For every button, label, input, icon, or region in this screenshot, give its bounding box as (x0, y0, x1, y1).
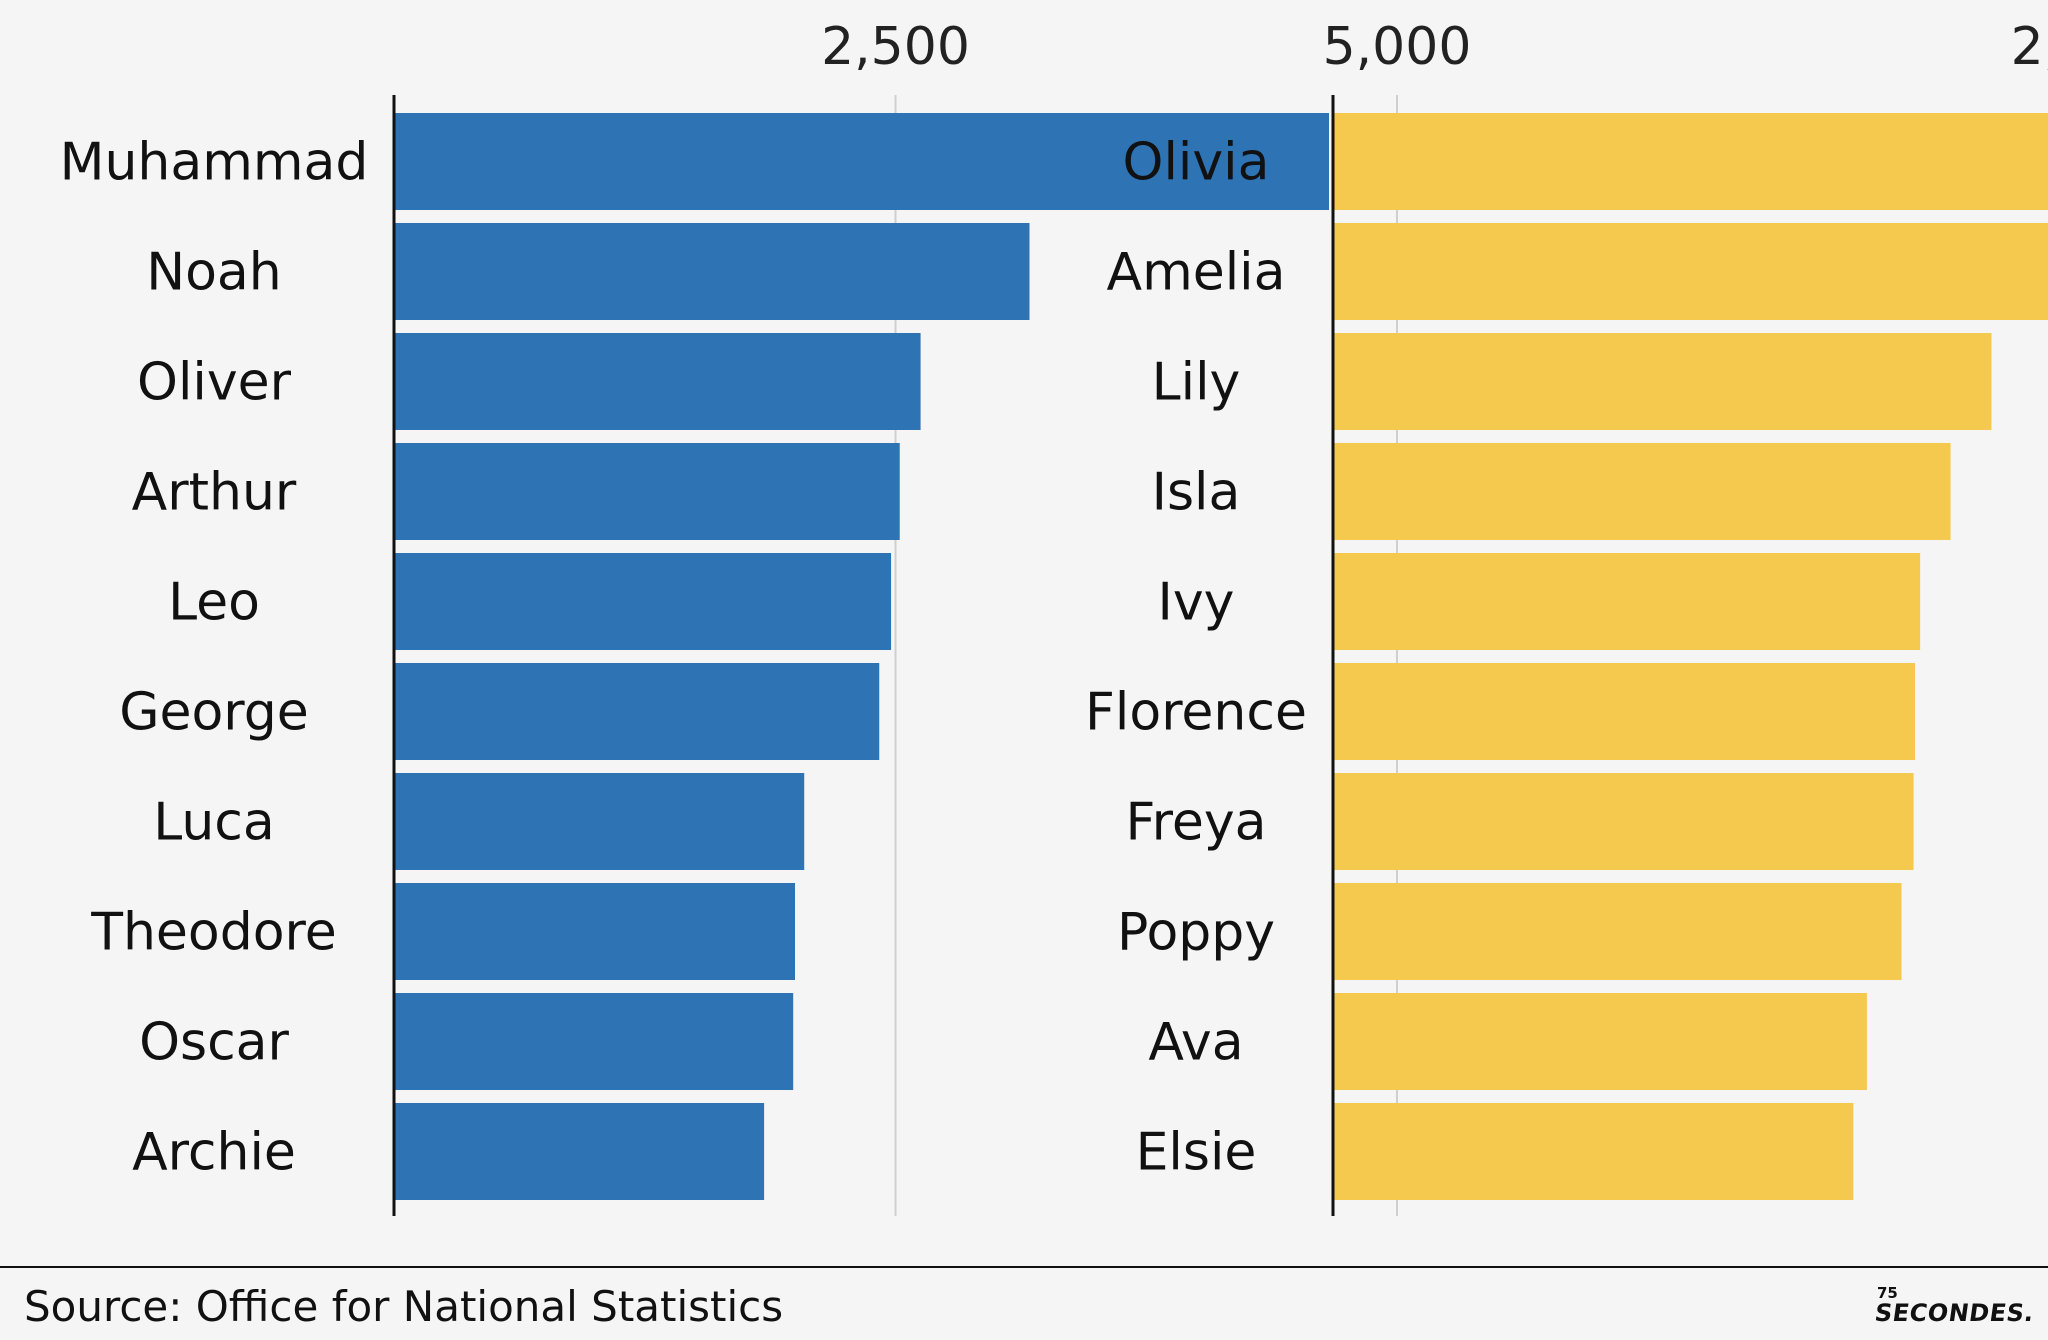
girls-category-label: Poppy (1117, 903, 1275, 963)
girls-bar (1333, 333, 1992, 430)
girls-category-label: Florence (1085, 683, 1307, 743)
logo-word: SECONDES. (1873, 1299, 2036, 1327)
girls-category-label: Isla (1152, 463, 1241, 523)
boys-chart: 2,500 5,000 Muhammad Noah Oliver Arthur Leo Geo… (60, 17, 1472, 1216)
boys-category-label: George (119, 683, 309, 743)
girls-bar (1333, 443, 1951, 540)
boys-category-label: Noah (146, 243, 282, 303)
girls-bar (1333, 113, 2048, 210)
girls-bar (1333, 883, 1902, 980)
girls-bar (1333, 663, 1916, 760)
boys-bar (394, 113, 1329, 210)
boys-bar (394, 1103, 765, 1200)
boys-category-label: Theodore (90, 903, 337, 963)
girls-category-label: Lily (1152, 353, 1241, 413)
logo-number: 75 (1877, 1284, 1898, 1302)
girls-bar (1333, 773, 1914, 870)
girls-bar (1333, 223, 2048, 320)
boys-tick-label: 5,000 (1323, 17, 1472, 77)
boys-bar (394, 223, 1030, 320)
girls-category-label: Ivy (1158, 573, 1235, 633)
footer: Source: Office for National Statistics 7… (0, 1266, 2048, 1340)
source-note: Source: Office for National Statistics (24, 1282, 784, 1331)
boys-category-label: Muhammad (60, 133, 369, 193)
girls-category-label: Freya (1126, 793, 1267, 853)
girls-bar (1333, 553, 1921, 650)
girls-category-label: Elsie (1136, 1123, 1257, 1183)
boys-bar (394, 333, 921, 430)
boys-bar (394, 993, 794, 1090)
girls-category-label: Ava (1148, 1013, 1243, 1073)
boys-category-label: Leo (168, 573, 260, 633)
girls-category-label: Olivia (1123, 133, 1270, 193)
boys-category-label: Arthur (132, 463, 297, 523)
girls-bar (1333, 1103, 1854, 1200)
boys-bar (394, 443, 900, 540)
boys-category-label: Oliver (137, 353, 292, 413)
boys-bar (394, 773, 805, 870)
boys-tick-label: 2,500 (821, 17, 970, 77)
girls-category-label: Amelia (1107, 243, 1286, 303)
boys-bar (394, 663, 880, 760)
boys-bar (394, 553, 892, 650)
boys-bar (394, 883, 795, 980)
girls-tick-label: 2,500 (2011, 17, 2048, 77)
brand-logo: 75 SECONDES. (1873, 1284, 2036, 1328)
girls-bar (1333, 993, 1867, 1090)
boys-category-label: Luca (153, 793, 274, 853)
boys-category-label: Archie (132, 1123, 296, 1183)
girls-chart: 2,500 5,000 Olivia Amelia Lily Isla Ivy Florenc… (1085, 17, 2048, 1216)
boys-category-label: Oscar (139, 1013, 289, 1073)
